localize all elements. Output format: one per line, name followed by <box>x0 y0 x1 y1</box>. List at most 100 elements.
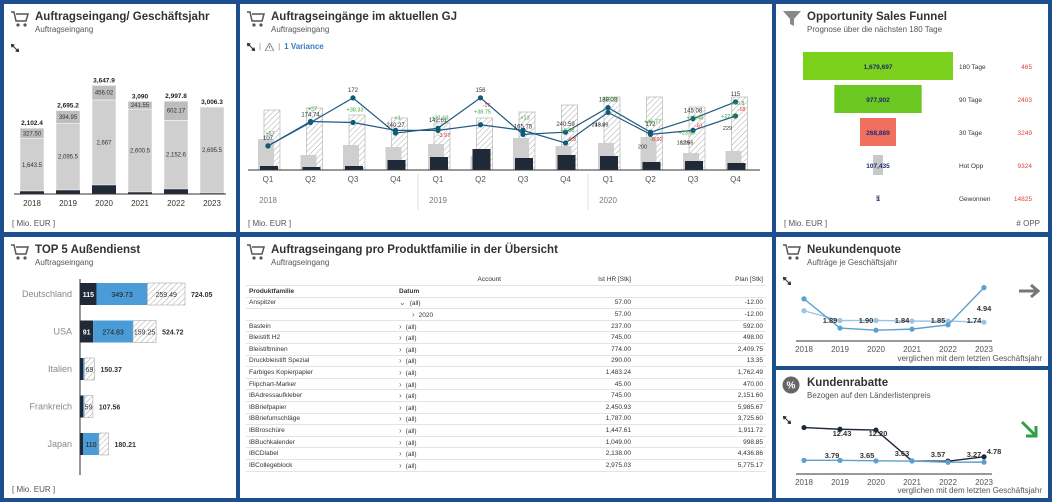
bar-hatched <box>132 320 157 343</box>
line-point <box>477 95 484 101</box>
ist-cell: 57.00 <box>504 308 634 321</box>
ist-header[interactable]: Ist HR [Stk] <box>504 274 634 287</box>
variance-negative-label: -61 <box>695 124 703 130</box>
chevron-right-icon[interactable]: › <box>399 356 402 366</box>
line-value-label: 240.27 <box>386 123 405 129</box>
chevron-right-icon[interactable]: › <box>399 344 402 354</box>
chevron-right-icon[interactable]: › <box>399 333 402 343</box>
date-cell[interactable]: › (all) <box>396 436 504 449</box>
chevron-right-icon[interactable]: › <box>399 414 402 424</box>
date-cell[interactable]: › (all) <box>396 343 504 356</box>
variance-link[interactable]: 1 Variance <box>284 42 324 51</box>
date-cell[interactable]: › (all) <box>396 355 504 368</box>
date-cell[interactable]: › (all) <box>396 378 504 391</box>
ist-cell: 774.00 <box>504 343 634 356</box>
x-tick-label: 2020 <box>867 478 885 487</box>
chevron-right-icon[interactable]: › <box>399 402 402 412</box>
variance-negative-label: -3.97 <box>438 133 451 139</box>
table-row[interactable]: IBBriefumschläge › (all) 1,787.00 3,725.60 <box>246 413 766 426</box>
date-cell[interactable]: › (all) <box>396 424 504 437</box>
variance-positive-label: +22.85 <box>721 114 738 120</box>
expand-icon[interactable] <box>783 277 791 285</box>
series-line <box>803 426 985 462</box>
plan-cell: 3,725.60 <box>634 413 766 426</box>
bar-blue-label: 349.73 <box>111 292 133 299</box>
chevron-right-icon[interactable]: › <box>399 379 402 389</box>
bar-mid-label: 2,667 <box>96 140 112 146</box>
data-label: 12.43 <box>833 429 852 438</box>
date-cell[interactable]: › (all) <box>396 413 504 426</box>
expand-icon[interactable] <box>11 44 19 52</box>
table-row[interactable]: IBAdressaufkleber › (all) 745.00 2,151.60 <box>246 389 766 403</box>
data-label: 3.57 <box>931 450 946 459</box>
table-row[interactable]: Flipchart-Marker › (all) 45.00 470.00 <box>246 378 766 391</box>
chevron-right-icon[interactable]: › <box>399 460 402 470</box>
expand-icon[interactable] <box>783 416 791 424</box>
date-header[interactable]: Datum <box>396 285 504 298</box>
funnel-count-label: 465 <box>1021 64 1032 71</box>
plan-header[interactable]: Plan [Stk] <box>634 274 766 287</box>
family-header[interactable]: Produktfamilie <box>246 285 396 298</box>
date-cell[interactable]: ⌄ (all) <box>396 297 504 310</box>
ist-cell: 2,975.03 <box>504 459 634 472</box>
table-row[interactable]: IBBroschüre › (all) 1,447.61 1,911.72 <box>246 424 766 437</box>
x-tick-label: Q1 <box>603 175 614 184</box>
line-value-label: 139.03 <box>599 98 618 104</box>
unit-label: [ Mio. EUR ] <box>12 485 56 494</box>
bar-total-label: 150.37 <box>100 367 122 374</box>
table-row[interactable]: IBBuchkalender › (all) 1,049.00 998.85 <box>246 436 766 449</box>
line-point <box>605 105 611 111</box>
chevron-right-icon[interactable]: › <box>399 449 402 459</box>
date-cell[interactable]: › (all) <box>396 459 504 472</box>
line-point <box>307 118 314 125</box>
table-row[interactable]: Bleistift H2 › (all) 745.00 498.00 <box>246 331 766 345</box>
expand-icon[interactable] <box>247 42 255 51</box>
table-row[interactable]: Druckbleistift Spezial › (all) 290.00 13.35 <box>246 355 766 368</box>
table-row[interactable]: › 2020 57.00 -12.00 <box>246 308 766 321</box>
x-tick-label: 2022 <box>939 345 957 354</box>
bar-dark <box>430 157 448 170</box>
bar-top-label: 602.17 <box>167 109 186 115</box>
ist-cell: 45.00 <box>504 378 634 391</box>
chevron-down-icon[interactable]: ⌄ <box>399 298 406 308</box>
date-cell[interactable]: › (all) <box>396 366 504 379</box>
chevron-right-icon[interactable]: › <box>399 437 402 447</box>
date-cell[interactable]: › (all) <box>396 447 504 460</box>
chevron-right-icon[interactable]: › <box>399 391 402 401</box>
bar-top-segment <box>163 100 189 121</box>
table-row[interactable]: IBBriefpapier › (all) 2,450.93 5,985.67 <box>246 401 766 414</box>
table-row[interactable]: IBCDlabel › (all) 2,138.00 4,436.86 <box>246 447 766 460</box>
plan-cell: -12.00 <box>634 297 766 310</box>
date-cell[interactable]: › (all) <box>396 331 504 345</box>
warning-icon[interactable] <box>265 42 275 51</box>
bar-top-segment <box>127 101 153 110</box>
table-row[interactable]: Bastein › (all) 237.00 592.00 <box>246 320 766 333</box>
table-row[interactable]: Farbiges Kopierpapier › (all) 1,483.24 1,762… <box>246 366 766 379</box>
date-cell[interactable]: › (all) <box>396 401 504 414</box>
date-cell[interactable]: › (all) <box>396 389 504 403</box>
table-row[interactable]: Bleistiftminen › (all) 774.00 2,409.75 <box>246 343 766 356</box>
x-tick-label: 2019 <box>831 478 849 487</box>
date-cell[interactable]: › (all) <box>396 320 504 333</box>
x-tick-label: 2018 <box>795 345 813 354</box>
x-tick-label: 2021 <box>903 478 921 487</box>
bar-top-segment <box>55 110 81 124</box>
chevron-right-icon[interactable]: › <box>399 368 402 378</box>
product-family-cell: Farbiges Kopierpapier <box>246 366 396 379</box>
product-family-table: Account Ist HR [Stk] Plan [Stk] Produktf… <box>246 274 766 472</box>
chevron-right-icon[interactable]: › <box>399 426 402 436</box>
table-row[interactable]: Anspitzer ⌄ (all) 57.00 -12.00 <box>246 297 766 310</box>
variance-negative-label: -17 <box>483 103 491 109</box>
table-row[interactable]: IBCollegeblock › (all) 2,975.03 5,775.17 <box>246 459 766 472</box>
bar-dark <box>557 155 576 170</box>
funnel-value-label: 107,435 <box>866 163 890 170</box>
series-point <box>801 457 807 463</box>
ist-cell: 745.00 <box>504 389 634 403</box>
product-family-cell: IBBroschüre <box>246 424 396 437</box>
bar-blue <box>96 283 148 305</box>
country-label: Japan <box>47 439 72 449</box>
chevron-right-icon[interactable]: › <box>399 321 402 331</box>
chevron-right-icon[interactable]: › <box>412 310 415 320</box>
line-point <box>690 116 696 122</box>
date-cell[interactable]: › 2020 <box>396 308 504 321</box>
